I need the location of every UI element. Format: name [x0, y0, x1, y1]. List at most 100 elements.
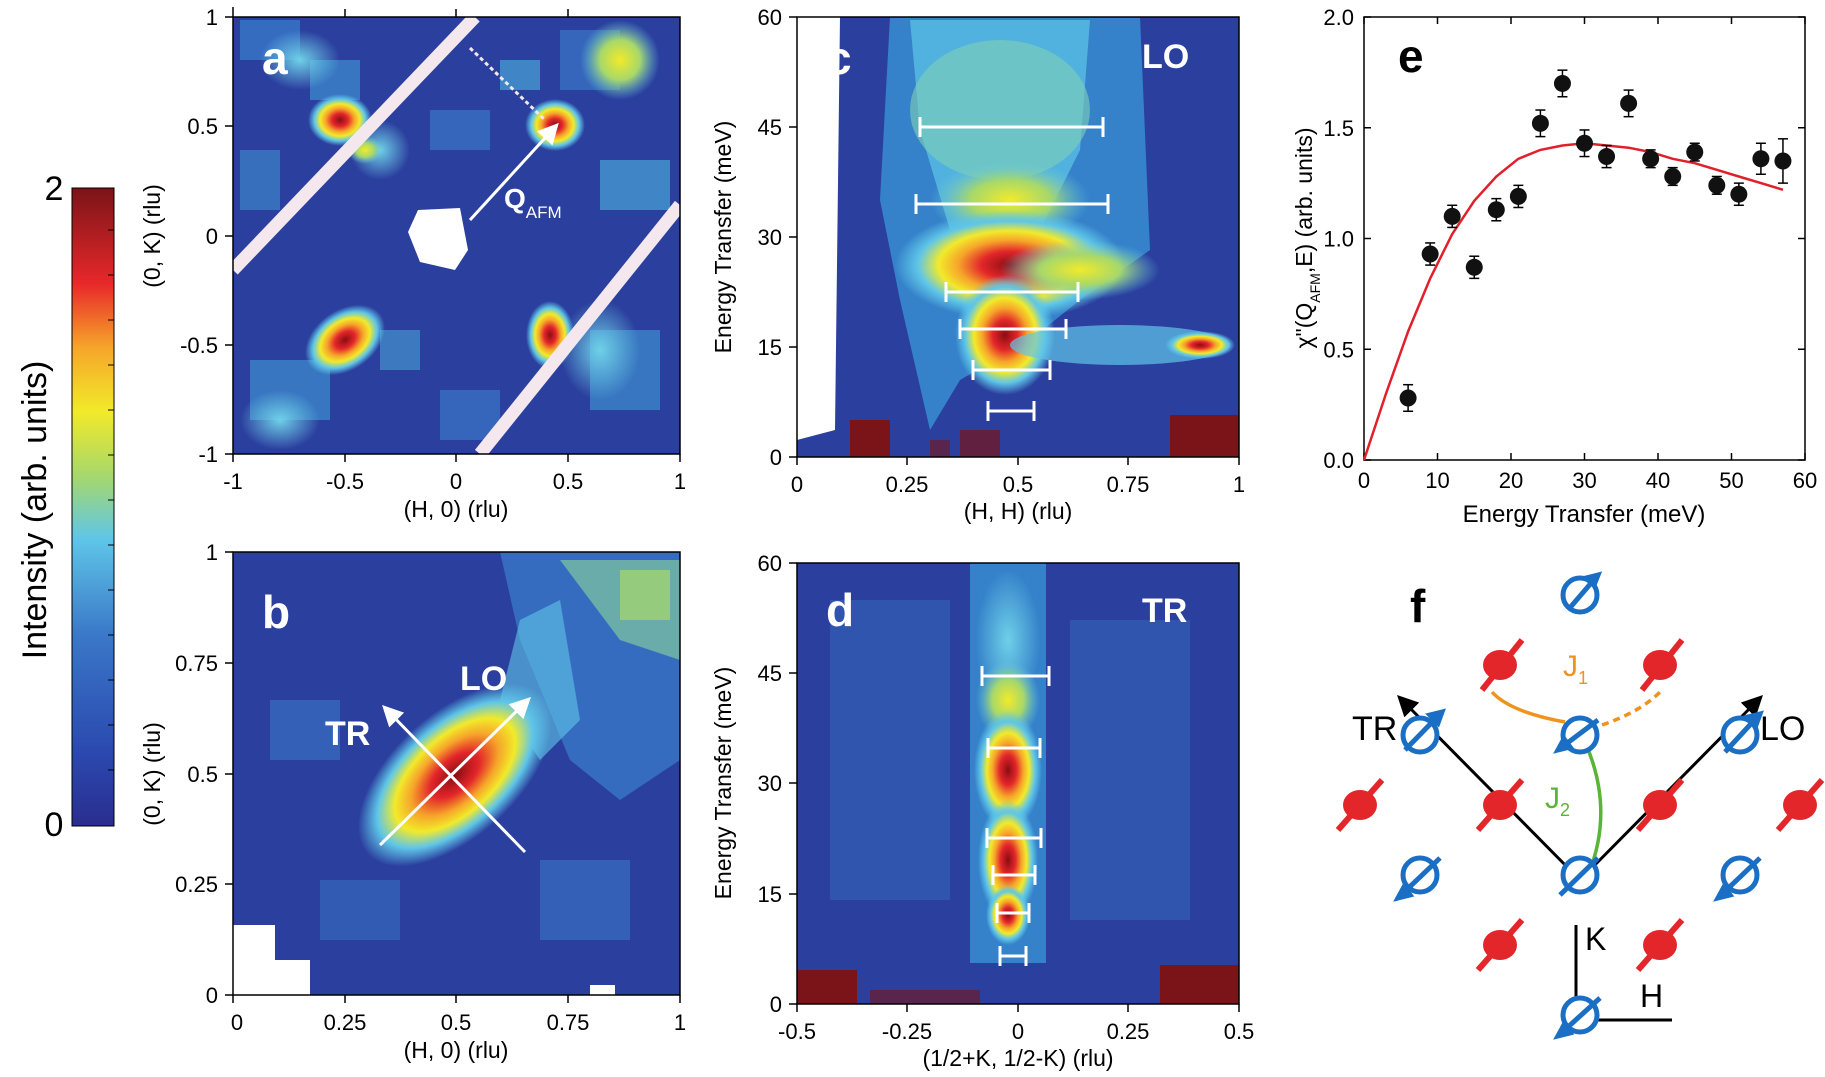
svg-text:0.5: 0.5: [553, 469, 584, 494]
chart-e-xlabel: Energy Transfer (meV): [1463, 501, 1706, 528]
panel-d-tag: TR: [1142, 592, 1187, 630]
svg-text:0.75: 0.75: [175, 651, 218, 676]
j1-dashed-path: [1601, 690, 1662, 727]
svg-text:1: 1: [206, 5, 218, 30]
panel-d-errorbars: [980, 666, 1051, 966]
svg-text:0.25: 0.25: [886, 472, 929, 497]
chart-e-ytick-label: 1.5: [1323, 116, 1354, 141]
chart-e-xtick-label: 30: [1572, 468, 1596, 493]
chart-e-point: [1421, 245, 1439, 263]
svg-text:15: 15: [758, 335, 782, 360]
svg-text:30: 30: [758, 225, 782, 250]
chart-e-xtick-label: 40: [1646, 468, 1670, 493]
panel-c-xlabel: (H, H) (rlu): [964, 498, 1073, 524]
panel-b-tr-label: TR: [325, 715, 370, 753]
red-spins: [1335, 638, 1825, 972]
blue-spin: [1713, 855, 1762, 902]
svg-text:0: 0: [791, 472, 803, 497]
colorbar-max-label: 2: [45, 170, 64, 208]
blue-spin: [1558, 855, 1600, 897]
svg-text:0: 0: [1012, 1019, 1024, 1044]
panel-b-xticks: 0 0.25 0.5 0.75 1: [231, 1010, 686, 1035]
chart-e-point: [1708, 176, 1726, 194]
svg-text:45: 45: [758, 115, 782, 140]
panel-b-lo-label: LO: [460, 660, 507, 698]
red-spin: [1635, 918, 1685, 972]
panel-d-xticks: -0.5 -0.25 0 0.25 0.5: [778, 1019, 1254, 1044]
blue-spin: [1400, 708, 1446, 755]
panel-c-letter: c: [826, 32, 852, 84]
panel-b-ylabel: (0, K) (rlu): [139, 722, 165, 826]
chart-e-point: [1686, 143, 1704, 161]
chart-e-point: [1509, 187, 1527, 205]
lo-arrow: [378, 697, 532, 847]
svg-text:1: 1: [674, 1010, 686, 1035]
svg-text:60: 60: [758, 551, 782, 576]
panel-f: f TR LO J1 J2 K H: [1335, 571, 1825, 1040]
svg-text:0: 0: [206, 983, 218, 1008]
red-spin: [1475, 778, 1525, 832]
chart-e-xtick-label: 20: [1499, 468, 1523, 493]
red-spin: [1479, 638, 1525, 692]
chart-e-xtick-label: 50: [1719, 468, 1743, 493]
chart-e-ytick-label: 0.0: [1323, 448, 1354, 473]
colorbar-ticks: [108, 229, 114, 771]
blue-spins: [1393, 571, 1764, 1040]
svg-text:0: 0: [770, 992, 782, 1017]
panel-c: c LO 0 0.25 0.5 0.75 1 60 45 30 15 0 (H,…: [710, 5, 1245, 524]
panel-b-letter: b: [262, 586, 290, 638]
chart-e-point: [1465, 258, 1483, 276]
svg-text:45: 45: [758, 661, 782, 686]
panel-d-xlabel: (1/2+K, 1/2-K) (rlu): [922, 1045, 1113, 1071]
chart-e-ylabel: χ"(QAFM,E) (arb. units): [1291, 127, 1323, 348]
j2-path: [1583, 741, 1603, 876]
j1-label: J1: [1563, 650, 1588, 688]
svg-text:60: 60: [758, 5, 782, 30]
panel-f-tr-label: TR: [1352, 710, 1397, 748]
svg-text:15: 15: [758, 882, 782, 907]
chart-e-point: [1487, 201, 1505, 219]
colorbar: 2 0 Intensity (arb. units): [16, 170, 115, 844]
chart-e-point: [1443, 207, 1461, 225]
panel-b-yticks: 1 0.75 0.5 0.25 0: [175, 540, 218, 1008]
chart-e-point: [1531, 114, 1549, 132]
panel-c-errorbars: [914, 117, 1110, 421]
svg-text:30: 30: [758, 771, 782, 796]
colorbar-min-label: 0: [45, 806, 64, 844]
red-spin: [1635, 778, 1685, 832]
panel-f-letter: f: [1410, 580, 1426, 632]
j1-path: [1490, 690, 1566, 724]
j2-label: J2: [1545, 782, 1570, 820]
panel-e: e 0 10 20 30 40 50 60 0.0 0.5 1.0 1.5 2.0 Energy T…: [1291, 5, 1817, 528]
colorbar-title: Intensity (arb. units): [16, 361, 54, 660]
colorbar-gradient: [71, 187, 115, 827]
q-afm-label: QAFM: [504, 183, 562, 222]
chart-e-xtick-label: 60: [1793, 468, 1817, 493]
chart-e-point: [1576, 134, 1593, 152]
svg-text:0.5: 0.5: [1224, 1019, 1255, 1044]
svg-text:0: 0: [450, 469, 462, 494]
panel-a: a QAFM -1 -0.5 0 0.5 1 1 0.5 0 -0.5 -1 (…: [139, 5, 686, 522]
svg-text:-0.25: -0.25: [882, 1019, 932, 1044]
panel-b-xlabel: (H, 0) (rlu): [404, 1037, 509, 1063]
panel-c-tag: LO: [1142, 38, 1189, 76]
svg-text:-0.5: -0.5: [326, 469, 364, 494]
svg-text:0.5: 0.5: [187, 762, 218, 787]
chart-e-point: [1664, 167, 1682, 185]
chart-e-points: [1399, 69, 1792, 413]
blue-spin: [1553, 995, 1602, 1040]
panel-c-yticks: 60 45 30 15 0: [758, 5, 782, 470]
chart-e-xtick-label: 0: [1358, 468, 1370, 493]
svg-text:0.5: 0.5: [187, 114, 218, 139]
chart-e-frame: [1363, 16, 1806, 461]
svg-text:1: 1: [1233, 472, 1245, 497]
chart-e-point: [1620, 94, 1638, 112]
blue-spin: [1553, 715, 1600, 755]
red-spin: [1475, 918, 1525, 972]
panel-c-ylabel: Energy Transfer (meV): [710, 121, 736, 354]
chart-e-point: [1399, 389, 1417, 407]
chart-e-ytick-label: 2.0: [1323, 5, 1354, 30]
blue-spin: [1393, 855, 1442, 902]
panel-c-xticks: 0 0.25 0.5 0.75 1: [791, 472, 1245, 497]
